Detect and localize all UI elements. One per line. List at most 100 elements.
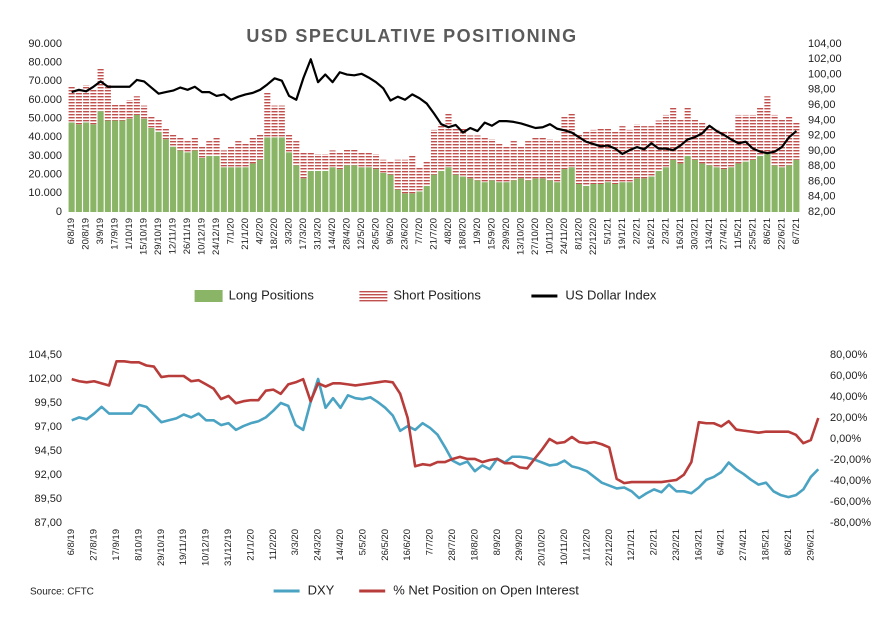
bar-segment	[771, 165, 778, 212]
y-tick-label: 50.000	[28, 113, 62, 125]
bar-segment	[720, 169, 727, 212]
x-tick-label: 15/10/19	[139, 218, 150, 255]
y2-tick-label: 60,00%	[830, 370, 868, 382]
bar-segment	[126, 118, 133, 212]
x-tick-label: 17/9/19	[111, 529, 122, 561]
bar-segment	[488, 180, 496, 212]
x-tick-label: 13/4/21	[704, 218, 715, 250]
bar-segment	[257, 159, 264, 212]
bar-segment	[583, 131, 590, 186]
bar-segment	[199, 146, 206, 158]
x-tick-label: 27/8/19	[89, 529, 100, 561]
bar-segment	[423, 185, 430, 212]
series-line	[71, 58, 798, 156]
bar-segment	[409, 193, 416, 212]
bar-segment	[510, 141, 517, 181]
chart-title: USD SPECULATIVE POSITIONING	[246, 26, 577, 46]
x-tick-label: 5/5/20	[357, 529, 368, 555]
bar-segment	[438, 124, 445, 171]
bar-segment	[307, 152, 314, 171]
bar-segment	[459, 128, 467, 177]
bar-segment	[343, 165, 351, 212]
x-tick-label: 22/12/20	[588, 218, 599, 255]
x-tick-label: 5/1/21	[602, 218, 613, 244]
bar-segment	[626, 129, 633, 183]
bar-segment	[728, 131, 735, 168]
x-tick-label: 7/1/20	[226, 218, 237, 244]
x-tick-label: 6/7/21	[791, 218, 802, 244]
x-tick-label: 28/4/20	[342, 218, 353, 250]
bar-segment	[699, 163, 706, 212]
bar-segment	[351, 148, 358, 166]
x-tick-label: 26/5/20	[380, 529, 391, 561]
y2-tick-label: 20,00%	[830, 412, 868, 424]
x-tick-label: 13/10/20	[515, 218, 526, 255]
bar-segment	[699, 122, 706, 164]
bar-segment	[691, 118, 698, 160]
x-tick-label: 8/10/19	[133, 529, 144, 561]
bar-segment	[170, 146, 177, 212]
bar-segment	[387, 174, 394, 212]
x-tick-label: 3/9/19	[95, 218, 106, 244]
bar-segment	[155, 131, 162, 212]
x-tick-label: 16/2/21	[646, 218, 657, 250]
x-tick-label: 8/12/20	[573, 218, 584, 250]
x-tick-label: 2/3/21	[660, 218, 671, 244]
bar-segment	[228, 146, 235, 168]
y2-tick-label: 102,00	[808, 53, 842, 65]
bar-segment	[380, 172, 387, 212]
x-tick-label: 29/9/20	[501, 218, 512, 250]
y2-tick-label: -40,00%	[830, 475, 871, 487]
bar-segment	[307, 170, 314, 212]
bar-segment	[90, 124, 97, 212]
y-tick-label: 70.000	[28, 75, 62, 87]
bar-segment	[786, 116, 793, 166]
legend-label: Long Positions	[229, 287, 315, 302]
bar-segment	[568, 167, 575, 212]
bar-segment	[474, 135, 481, 181]
x-tick-label: 18/5/21	[761, 529, 772, 561]
x-tick-label: 9/6/20	[385, 218, 396, 244]
x-tick-label: 24/11/20	[559, 218, 570, 254]
bar-segment	[641, 126, 648, 179]
bar-segment	[112, 120, 119, 212]
bar-segment	[119, 120, 126, 212]
bar-segment	[583, 185, 590, 212]
y-tick-label: 99,50	[34, 397, 62, 409]
x-tick-label: 17/9/19	[110, 218, 121, 250]
bar-segment	[206, 141, 213, 156]
y2-tick-label: 104,00	[808, 38, 842, 50]
bar-segment	[655, 120, 662, 171]
bar-segment	[365, 167, 372, 212]
bar-segment	[170, 133, 177, 147]
y-tick-label: 0	[56, 206, 62, 218]
bar-segment	[778, 167, 785, 212]
y2-tick-label: 82,00	[808, 206, 836, 218]
x-tick-label: 27/10/20	[530, 218, 541, 255]
x-tick-label: 8/9/20	[492, 529, 503, 555]
bar-segment	[177, 150, 184, 212]
bar-segment	[430, 174, 438, 212]
x-tick-label: 29/10/19	[153, 218, 164, 255]
bar-segment	[104, 120, 111, 212]
x-tick-label: 14/4/20	[327, 218, 338, 250]
bar-segment	[793, 122, 800, 160]
x-tick-label: 6/8/19	[66, 529, 77, 555]
y2-tick-label: 40,00%	[830, 391, 868, 403]
bar-segment	[336, 152, 343, 170]
bar-segment	[83, 85, 90, 123]
legend-label: % Net Position on Open Interest	[393, 582, 579, 597]
bar-segment	[430, 129, 438, 175]
series-line	[71, 377, 820, 500]
x-tick-label: 18/2/20	[269, 218, 280, 250]
bar-segment	[445, 167, 452, 212]
bar-segment	[655, 170, 662, 212]
bar-segment	[372, 169, 380, 212]
bar-segment	[235, 141, 242, 168]
x-tick-label: 21/7/20	[429, 218, 440, 250]
bar-segment	[684, 156, 691, 212]
y-tick-label: 60.000	[28, 94, 62, 106]
bar-segment	[496, 182, 503, 212]
bar-segment	[757, 107, 764, 156]
